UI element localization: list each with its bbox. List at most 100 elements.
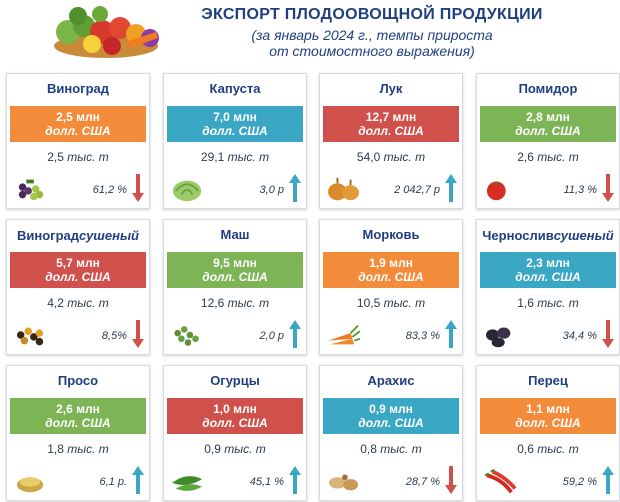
export-value-unit: долл. США bbox=[45, 270, 111, 284]
export-volume-unit: тыс. т bbox=[383, 296, 426, 310]
product-name-line-1: Просо bbox=[57, 373, 99, 388]
export-value-unit: долл. США bbox=[358, 124, 424, 138]
export-volume-unit: тыс. т bbox=[383, 150, 426, 164]
product-name: Виноград bbox=[7, 74, 149, 104]
trend-down-arrow-icon bbox=[602, 174, 614, 202]
cucumber-icon bbox=[172, 476, 203, 491]
export-value: 1,9 млн bbox=[369, 256, 413, 270]
growth-rate: 28,7 % bbox=[405, 476, 440, 488]
export-value-unit: долл. США bbox=[45, 124, 111, 138]
export-value-band: 7,0 млн долл. США bbox=[167, 106, 303, 142]
growth-rate: 2,0 р bbox=[259, 330, 284, 342]
export-value: 9,5 млн bbox=[213, 256, 257, 270]
export-value: 1,1 млн bbox=[526, 402, 570, 416]
page-title: ЭКСПОРТ ПЛОДООВОЩНОЙ ПРОДУКЦИИ bbox=[201, 6, 543, 23]
product-card: Капуста 7,0 млн долл. США 29,1 тыс. т 3,0 р bbox=[163, 73, 307, 209]
export-value-unit: долл. США bbox=[515, 270, 581, 284]
export-value-unit: долл. США bbox=[515, 124, 581, 138]
export-volume-number: 10,5 bbox=[356, 296, 384, 310]
export-volume: 54,0 тыс. т bbox=[320, 150, 462, 164]
growth-rate: 3,0 р bbox=[259, 184, 284, 196]
export-value-unit: долл. США bbox=[202, 270, 268, 284]
growth-rate: 61,2 % bbox=[92, 184, 127, 196]
growth-rate: 6,1 р. bbox=[99, 476, 127, 488]
trend-down-arrow-icon bbox=[132, 174, 144, 202]
export-volume-number: 29,1 bbox=[200, 150, 228, 164]
product-name: Морковь bbox=[320, 220, 462, 250]
export-volume-number: 4,2 bbox=[47, 296, 68, 310]
export-volume: 0,9 тыс. т bbox=[164, 442, 306, 456]
product-name: Маш bbox=[164, 220, 306, 250]
product-name-line-1: Помидор bbox=[518, 81, 578, 96]
product-name-line-1: Арахис bbox=[367, 373, 415, 388]
raisins-icon bbox=[16, 327, 44, 346]
trend-up-arrow-icon bbox=[289, 320, 301, 348]
product-name-line-1: Капуста bbox=[209, 81, 261, 96]
export-value-band: 2,5 млн долл. США bbox=[10, 106, 146, 142]
peanut-icon bbox=[329, 474, 359, 491]
export-value-unit: долл. США bbox=[45, 416, 111, 430]
product-name: Огурцы bbox=[164, 366, 306, 396]
subtitle-line-1: (за январь 2024 г., темпы прироста bbox=[251, 27, 493, 43]
export-volume: 0,6 тыс. т bbox=[477, 442, 619, 456]
onion-icon bbox=[328, 177, 359, 201]
export-volume: 10,5 тыс. т bbox=[320, 296, 462, 310]
growth-rate: 59,2 % bbox=[562, 476, 597, 488]
product-name-line-1: Чернослив bbox=[482, 228, 554, 243]
trend-down-arrow-icon bbox=[132, 320, 144, 348]
export-volume-unit: тыс. т bbox=[537, 442, 579, 456]
product-card: Маш 9,5 млн долл. США 12,6 тыс. т 2,0 р bbox=[163, 219, 307, 355]
export-volume: 12,6 тыс. т bbox=[164, 296, 306, 310]
product-name-line-2: сушеный bbox=[79, 228, 139, 243]
export-volume-unit: тыс. т bbox=[227, 296, 270, 310]
export-value: 1,0 млн bbox=[213, 402, 257, 416]
product-name: Виноград сушеный bbox=[7, 218, 149, 254]
trend-up-arrow-icon bbox=[289, 174, 301, 202]
product-name-line-1: Огурцы bbox=[210, 373, 260, 388]
export-value-band: 1,0 млн долл. США bbox=[167, 398, 303, 434]
product-card: Помидор 2,8 млн долл. США 2,6 тыс. т 11,3 % bbox=[476, 73, 620, 209]
export-volume-unit: тыс. т bbox=[67, 442, 109, 456]
product-name: Капуста bbox=[164, 74, 306, 104]
export-volume-number: 0,9 bbox=[204, 442, 225, 456]
product-name: Помидор bbox=[477, 74, 619, 104]
export-value-band: 2,8 млн долл. США bbox=[480, 106, 616, 142]
export-value: 2,3 млн bbox=[526, 256, 570, 270]
product-grid: Виноград 2,5 млн долл. США 2,5 тыс. т 61,2 %… bbox=[6, 73, 620, 501]
export-volume: 2,5 тыс. т bbox=[7, 150, 149, 164]
product-name-line-1: Лук bbox=[379, 81, 403, 96]
product-card: Перец 1,1 млн долл. США 0,6 тыс. т 59,2 % bbox=[476, 365, 620, 501]
export-volume-unit: тыс. т bbox=[537, 296, 579, 310]
product-name: Просо bbox=[7, 366, 149, 396]
carrot-icon bbox=[328, 324, 361, 345]
export-volume-number: 1,6 bbox=[517, 296, 538, 310]
product-name: Перец bbox=[477, 366, 619, 396]
pepper-icon bbox=[484, 468, 517, 494]
millet-icon bbox=[16, 477, 44, 493]
growth-rate: 11,3 % bbox=[563, 184, 597, 196]
product-card: Огурцы 1,0 млн долл. США 0,9 тыс. т 45,1 % bbox=[163, 365, 307, 501]
export-value-band: 2,6 млн долл. США bbox=[10, 398, 146, 434]
trend-up-arrow-icon bbox=[132, 466, 144, 494]
growth-rate: 2 042,7 р bbox=[394, 184, 440, 196]
product-name-line-2: сушеный bbox=[553, 228, 614, 243]
trend-up-arrow-icon bbox=[602, 466, 614, 494]
export-value-band: 1,9 млн долл. США bbox=[323, 252, 459, 288]
page-subtitle: (за январь 2024 г., темпы прироста от ст… bbox=[182, 27, 562, 59]
export-volume: 29,1 тыс. т bbox=[164, 150, 306, 164]
product-name-line-1: Морковь bbox=[362, 227, 420, 242]
product-name-line-1: Маш bbox=[220, 227, 250, 242]
product-card: Виноград сушеный 5,7 млн долл. США 4,2 тыс. … bbox=[6, 219, 150, 355]
export-volume-unit: тыс. т bbox=[67, 296, 109, 310]
export-volume-number: 1,8 bbox=[47, 442, 68, 456]
prunes-icon bbox=[486, 327, 511, 348]
product-card: Арахис 0,9 млн долл. США 0,8 тыс. т 28,7 % bbox=[319, 365, 463, 501]
trend-down-arrow-icon bbox=[602, 320, 614, 348]
product-card: Виноград 2,5 млн долл. США 2,5 тыс. т 61,2 % bbox=[6, 73, 150, 209]
export-volume-unit: тыс. т bbox=[67, 150, 109, 164]
product-card: Лук 12,7 млн долл. США 54,0 тыс. т 2 042,7 р bbox=[319, 73, 463, 209]
export-value-band: 2,3 млн долл. США bbox=[480, 252, 616, 288]
export-value-unit: долл. США bbox=[358, 270, 424, 284]
export-volume-unit: тыс. т bbox=[224, 442, 266, 456]
growth-rate: 8,5% bbox=[101, 330, 127, 342]
